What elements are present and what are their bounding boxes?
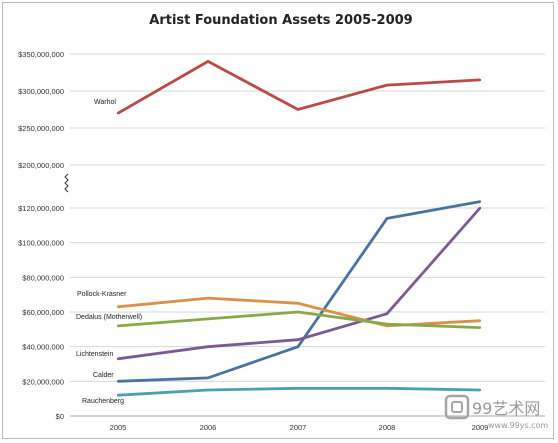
y-tick-label: $300,000,000 — [18, 87, 64, 96]
x-tick-label: 2009 — [472, 423, 489, 432]
data-point — [478, 78, 482, 82]
data-point — [296, 338, 300, 341]
data-point — [296, 310, 300, 314]
series-labels: Warhol Calder Lichtenstein Pollock-Krasner D… — [76, 99, 142, 405]
data-point — [116, 394, 120, 397]
data-point — [116, 305, 120, 308]
y-tick-label: $40,000,000 — [22, 343, 64, 352]
y-tick-label: $100,000,000 — [18, 239, 64, 248]
series-label: Dedalus (Motherwell) — [76, 314, 142, 321]
series-label: Warhol — [94, 99, 116, 106]
y-tick-label: $0 — [56, 412, 64, 421]
chart-frame — [2, 2, 554, 439]
data-point — [385, 322, 389, 326]
data-point — [478, 206, 482, 210]
watermark-url: www.99ys.com — [488, 421, 548, 430]
series-line — [117, 200, 481, 383]
series-line — [117, 59, 481, 115]
x-tick-label: 2006 — [200, 423, 217, 432]
axis-break-icon — [64, 173, 69, 193]
y-tick-label: $350,000,000 — [18, 50, 64, 59]
y-tick-label: $120,000,000 — [18, 204, 64, 213]
data-point — [296, 345, 300, 348]
series-label: Rauchenberg — [82, 398, 124, 405]
data-point — [206, 60, 210, 63]
watermark: 99艺术网 www.99ys.com — [444, 394, 548, 430]
watermark-text: 99艺术网 — [472, 399, 540, 418]
data-point — [296, 108, 300, 111]
y-tick-label: $250,000,000 — [18, 124, 64, 133]
data-point — [296, 387, 300, 390]
y-tick-label: $80,000,000 — [22, 273, 64, 282]
data-point — [478, 326, 482, 329]
data-point — [385, 83, 389, 87]
data-point — [478, 319, 482, 322]
data-point — [296, 302, 300, 305]
y-axis-ticks: $350,000,000 $300,000,000 $250,000,000 $200… — [18, 50, 64, 421]
data-point — [206, 376, 210, 380]
data-point — [116, 380, 120, 383]
y-tick-label: $60,000,000 — [22, 308, 64, 317]
x-tick-label: 2005 — [110, 423, 127, 432]
x-tick-label: 2007 — [290, 423, 307, 432]
series-line — [117, 386, 481, 397]
data-point — [385, 387, 389, 390]
x-axis-ticks: 2005 2006 2007 2008 2009 — [110, 423, 489, 432]
data-point — [116, 324, 120, 328]
data-point — [206, 296, 210, 300]
x-tick-label: 2008 — [379, 423, 396, 432]
data-point — [206, 317, 210, 321]
data-point — [206, 345, 210, 348]
y-tick-label: $200,000,000 — [18, 161, 64, 170]
data-point — [116, 357, 120, 360]
series-label: Lichtenstein — [76, 351, 113, 358]
series-line — [117, 207, 482, 361]
data-point — [385, 217, 389, 220]
data-point — [385, 312, 389, 315]
series-label: Calder — [93, 372, 114, 379]
data-point — [478, 388, 482, 392]
series-label: Pollock-Krasner — [77, 291, 127, 298]
series-line — [117, 310, 481, 329]
chart-title: Artist Foundation Assets 2005-2009 — [149, 13, 412, 28]
data-point — [478, 200, 482, 203]
data-point — [206, 388, 210, 392]
y-tick-label: $20,000,000 — [22, 377, 64, 386]
series-lines — [116, 59, 482, 397]
data-point — [116, 112, 120, 115]
